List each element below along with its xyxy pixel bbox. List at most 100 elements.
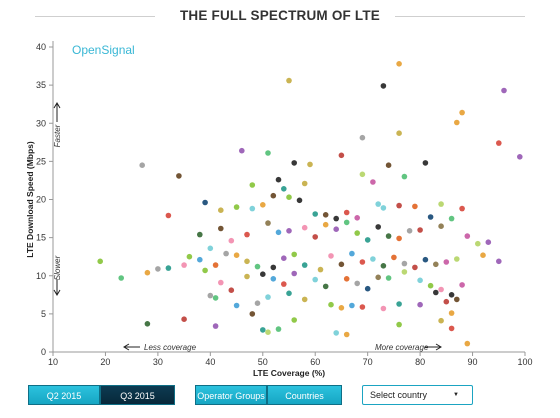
data-point (448, 310, 455, 316)
y-tick-label: 25 (36, 156, 46, 166)
data-point (375, 274, 382, 281)
data-point (291, 270, 298, 277)
data-point (417, 277, 423, 284)
data-point (322, 221, 329, 228)
data-point (270, 264, 277, 271)
data-point (417, 301, 423, 308)
data-point (286, 290, 292, 297)
data-point (312, 234, 319, 240)
slower-label: Slower (53, 255, 62, 280)
data-point (181, 262, 187, 268)
data-point (249, 182, 256, 188)
data-point (354, 280, 361, 287)
chart-labels: 10 20 30 40 50 60 70 80 90 100 0 5 10 15 20 25 30 35 40 LTE… (25, 42, 533, 378)
y-tick-label: 5 (41, 309, 46, 319)
data-point (244, 273, 250, 280)
data-point (359, 171, 366, 178)
data-point (338, 305, 345, 311)
less-coverage-label: Less coverage (144, 343, 197, 352)
data-point (296, 197, 303, 204)
more-coverage-label: More coverage (375, 343, 429, 352)
data-point (202, 267, 208, 274)
q2-2015-button[interactable]: Q2 2015 (28, 385, 100, 405)
x-tick-label: 10 (48, 357, 58, 367)
data-point (401, 269, 408, 275)
data-point (427, 282, 434, 289)
data-point (218, 279, 224, 286)
data-point (438, 317, 444, 324)
data-point (459, 205, 465, 212)
x-axis-title: LTE Coverage (%) (253, 368, 325, 378)
data-point (254, 300, 261, 307)
data-point (265, 150, 271, 156)
data-point (459, 282, 465, 288)
arrow-right-icon (425, 343, 442, 351)
data-point (144, 321, 151, 327)
country-select[interactable]: Select country ▼ (362, 385, 473, 405)
data-point (307, 161, 313, 168)
data-point (354, 230, 361, 236)
data-point (165, 265, 172, 271)
data-point (396, 321, 402, 328)
data-point (202, 199, 208, 206)
data-point (233, 204, 240, 210)
data-point (317, 266, 324, 273)
data-point (218, 225, 224, 232)
data-point (349, 250, 355, 257)
data-point (380, 305, 387, 312)
data-point (391, 254, 397, 261)
data-point (438, 286, 444, 293)
data-point (380, 83, 387, 89)
arrow-down-icon (53, 279, 61, 296)
operator-groups-button[interactable]: Operator Groups (195, 385, 267, 405)
data-point (275, 176, 282, 183)
data-point (228, 237, 235, 244)
data-point (301, 262, 308, 268)
data-point (496, 140, 502, 146)
data-point (459, 109, 465, 116)
data-point (281, 186, 287, 192)
data-point (207, 292, 214, 299)
data-point (286, 77, 292, 84)
data-point (207, 245, 214, 252)
data-point (454, 256, 460, 262)
data-point (181, 316, 187, 323)
data-point (197, 256, 203, 263)
data-point (286, 228, 292, 234)
data-point (212, 262, 219, 268)
countries-button[interactable]: Countries (267, 385, 342, 405)
data-point (480, 252, 486, 258)
arrow-left-icon (123, 343, 140, 351)
data-point (385, 233, 392, 239)
data-point (249, 311, 256, 317)
country-select-label: Select country (370, 390, 428, 400)
data-point (301, 180, 308, 187)
data-point (396, 235, 402, 242)
x-tick-label: 60 (310, 357, 320, 367)
data-point (218, 207, 224, 213)
data-point (244, 258, 250, 265)
data-point (301, 296, 308, 303)
data-point (485, 239, 492, 245)
data-point (448, 292, 455, 298)
y-axis-title: LTE Download Speed (Mbps) (25, 141, 35, 258)
chart-title: THE FULL SPECTRUM OF LTE (179, 8, 381, 23)
data-point (454, 296, 460, 303)
data-point (291, 317, 298, 323)
data-point (333, 226, 340, 232)
data-point (139, 162, 145, 168)
y-tick-label: 20 (36, 195, 46, 205)
data-point (443, 298, 450, 305)
data-point (422, 256, 429, 263)
data-point (233, 252, 240, 258)
x-tick-label: 70 (363, 357, 373, 367)
x-tick-label: 30 (153, 357, 163, 367)
title-rule-right (395, 16, 525, 17)
scatter-chart: 10 20 30 40 50 60 70 80 90 100 0 5 10 15 20 25 30 35 40 LTE… (25, 41, 533, 378)
data-point (464, 233, 471, 239)
data-point (265, 329, 271, 336)
q3-2015-button[interactable]: Q3 2015 (100, 385, 175, 405)
data-point (396, 61, 402, 67)
data-point (380, 263, 387, 269)
data-point (155, 266, 161, 272)
